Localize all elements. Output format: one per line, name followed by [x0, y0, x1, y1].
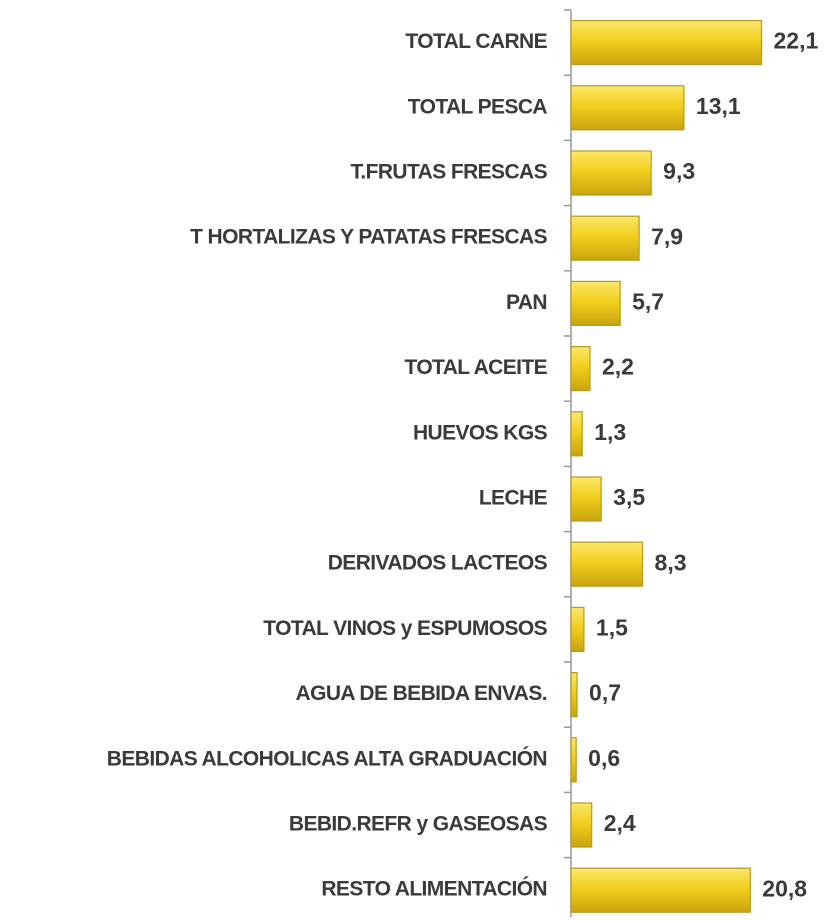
category-label: RESTO ALIMENTACIÓN [321, 877, 547, 901]
category-label: TOTAL CARNE [405, 30, 547, 53]
category-label: PAN [506, 291, 547, 314]
category-label: T.FRUTAS FRESCAS [350, 161, 547, 184]
value-label: 9,3 [663, 158, 695, 184]
bar [570, 411, 583, 457]
bar [570, 85, 685, 131]
value-label: 5,7 [632, 288, 664, 314]
category-label: DERIVADOS LACTEOS [328, 552, 548, 575]
bar [570, 280, 621, 326]
bar [570, 737, 577, 783]
category-label: BEBIDAS ALCOHOLICAS ALTA GRADUACIÓN [107, 746, 547, 770]
value-label: 2,2 [602, 354, 634, 380]
value-label: 7,9 [651, 223, 683, 249]
category-label: LECHE [479, 487, 548, 510]
bar [570, 541, 644, 587]
bar [570, 150, 652, 196]
value-label: 0,7 [589, 680, 621, 706]
bar [570, 802, 593, 848]
bar [570, 20, 763, 66]
value-label: 0,6 [588, 745, 620, 771]
value-label: 1,3 [594, 419, 626, 445]
value-label: 1,5 [596, 614, 628, 640]
bar [570, 606, 585, 653]
category-label: T HORTALIZAS Y PATATAS FRESCAS [190, 226, 547, 249]
category-label: BEBID.REFR y GASEOSAS [289, 813, 548, 836]
bar [570, 867, 751, 913]
category-label: HUEVOS KGS [413, 421, 548, 444]
category-label: TOTAL VINOS y ESPUMOSOS [263, 617, 547, 640]
bar [570, 671, 578, 718]
value-label: 13,1 [696, 93, 741, 119]
value-label: 20,8 [762, 875, 807, 901]
category-label: AGUA DE BEBIDA ENVAS. [296, 682, 547, 705]
category-label: TOTAL ACEITE [404, 356, 547, 379]
value-label: 22,1 [774, 28, 819, 54]
bar [570, 346, 591, 392]
bar [570, 476, 602, 522]
value-label: 8,3 [655, 549, 687, 575]
value-label: 3,5 [613, 484, 645, 510]
bar [570, 215, 640, 261]
value-label: 2,4 [604, 810, 636, 836]
category-label: TOTAL PESCA [408, 95, 548, 118]
